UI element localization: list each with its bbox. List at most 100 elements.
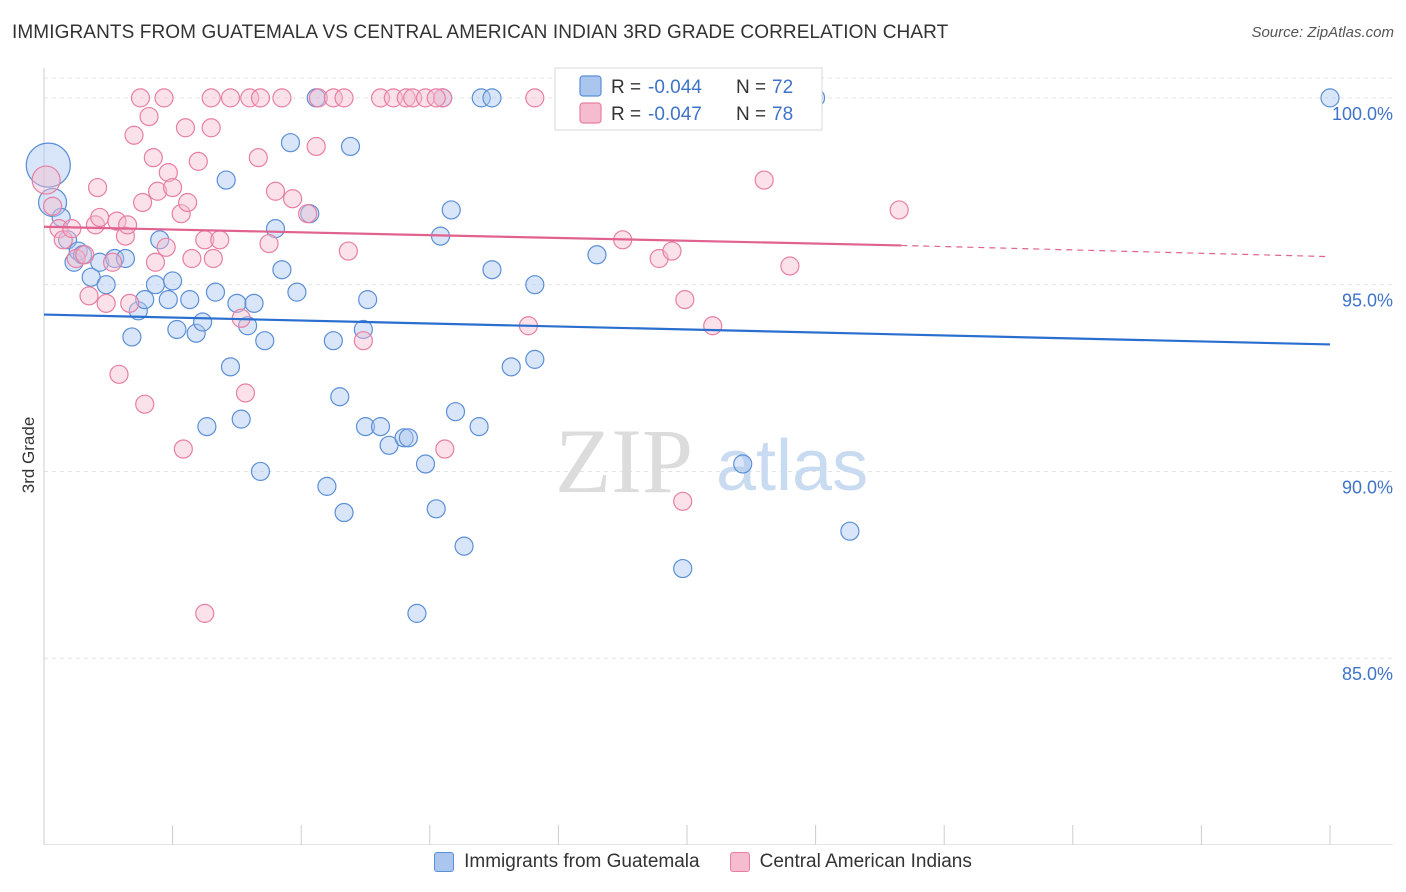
legend-r-value-pink: -0.047 [648,104,702,125]
legend-n-prefix-pink: N = [736,104,766,125]
point-guatemala-43 [340,136,361,157]
point-central-american-indian-0 [31,165,61,195]
point-central-american-indian-22 [139,106,159,127]
point-guatemala-70 [840,521,860,541]
chart-title: IMMIGRANTS FROM GUATEMALA VS CENTRAL AME… [12,22,949,43]
scatter-chart: ZIP atlas 3rd Grade 85.0% 90.0% 95.0% 100.0… [19,67,1393,845]
point-central-american-indian-31 [173,439,193,459]
data-points [25,88,1340,623]
point-guatemala-59 [471,88,491,108]
point-central-american-indian-39 [201,118,221,138]
axes [43,68,1393,845]
point-central-american-indian-71 [662,241,682,261]
point-guatemala-46 [358,290,378,310]
point-central-american-indian-7 [79,286,99,306]
point-guatemala-57 [445,402,466,422]
point-central-american-indian-47 [248,148,268,168]
legend-swatch-pink [579,102,602,124]
point-guatemala-25 [216,170,236,190]
point-guatemala-42 [334,502,354,523]
point-central-american-indian-58 [353,331,373,351]
point-central-american-indian-68 [525,88,545,108]
point-guatemala-9 [96,275,116,295]
point-guatemala-28 [231,409,251,429]
point-central-american-indian-56 [334,88,354,108]
point-central-american-indian-24 [147,181,168,201]
legend-swatch-central-american-indians [729,852,750,872]
trend-lines [43,225,1331,346]
point-central-american-indian-4 [62,219,82,239]
point-central-american-indian-44 [235,383,256,403]
point-central-american-indian-75 [754,170,774,190]
point-guatemala-56 [441,200,461,220]
point-central-american-indian-76 [780,256,800,276]
trend-line-guatemala [43,313,1331,346]
point-guatemala-36 [287,282,307,302]
point-guatemala-22 [193,312,213,332]
point-central-american-indian-14 [109,364,129,384]
legend-n-value-pink: 78 [772,104,793,125]
point-central-american-indian-57 [338,241,358,261]
point-central-american-indian-10 [90,207,110,228]
trend-line-central-american-indian [43,225,902,247]
point-guatemala-65 [525,349,545,369]
series-legend: Immigrants from Guatemala Central Americ… [0,851,1406,873]
point-guatemala-40 [317,476,337,496]
legend-n-value-blue: 72 [772,77,793,98]
point-guatemala-52 [415,454,436,474]
point-guatemala-26 [220,357,241,377]
point-central-american-indian-77 [889,200,909,220]
legend-r-prefix-pink: R = [611,104,641,125]
point-central-american-indian-63 [415,88,436,108]
point-central-american-indian-19 [130,88,151,108]
point-guatemala-29 [238,316,258,336]
point-guatemala-31 [250,461,271,482]
point-guatemala-49 [394,428,414,448]
legend-swatch-guatemala [434,852,455,872]
point-guatemala-14 [135,290,155,310]
legend-label-central-american-indians: Central American Indians [759,851,972,872]
legend-label-guatemala: Immigrants from Guatemala [464,851,700,872]
point-guatemala-50 [398,428,418,448]
point-central-american-indian-28 [158,162,178,183]
point-guatemala-19 [167,319,187,340]
point-central-american-indian-36 [195,603,215,623]
point-guatemala-45 [353,319,373,340]
point-central-american-indian-30 [171,204,191,224]
point-central-american-indian-20 [132,192,153,213]
point-central-american-indian-27 [156,237,176,257]
point-central-american-indian-46 [250,88,271,108]
legend-r-value-blue: -0.044 [648,77,702,98]
point-central-american-indian-33 [178,192,198,213]
point-central-american-indian-73 [675,290,695,310]
point-central-american-indian-38 [201,88,221,108]
point-central-american-indian-61 [396,88,416,108]
point-central-american-indian-65 [426,88,446,108]
point-central-american-indian-51 [283,189,303,209]
point-guatemala-20 [180,290,200,310]
point-central-american-indian-18 [124,125,144,145]
point-guatemala-58 [454,536,474,556]
point-guatemala-61 [482,88,502,108]
point-guatemala-44 [355,417,376,437]
point-guatemala-63 [501,357,521,377]
point-central-american-indian-55 [323,88,343,108]
source-label: Source: ZipAtlas.com [1251,24,1394,41]
point-guatemala-47 [370,417,391,437]
point-guatemala-68 [733,454,753,474]
point-central-american-indian-35 [188,151,208,171]
point-central-american-indian-50 [272,88,292,108]
point-guatemala-32 [255,331,275,351]
y-tick-labels: 85.0% 90.0% 95.0% 100.0% [1332,104,1393,684]
point-central-american-indian-16 [117,215,138,235]
y-tick-label-2: 95.0% [1342,291,1393,311]
point-central-american-indian-40 [203,248,223,269]
point-central-american-indian-34 [182,248,202,269]
legend-swatch-blue [579,75,602,97]
point-central-american-indian-54 [308,88,328,108]
point-guatemala-64 [525,275,545,295]
point-central-american-indian-11 [96,293,116,313]
y-tick-label-3: 100.0% [1332,104,1393,124]
point-guatemala-11 [115,248,136,269]
point-guatemala-12 [122,327,142,347]
